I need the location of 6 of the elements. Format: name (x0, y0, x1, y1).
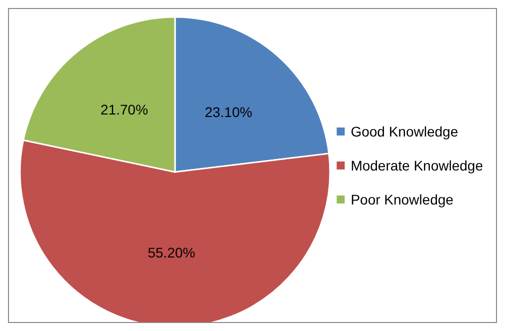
data-label: 55.20% (148, 244, 196, 260)
data-label: 23.10% (204, 104, 252, 120)
legend-label: Good Knowledge (350, 124, 458, 140)
legend-label: Moderate Knowledge (350, 158, 484, 174)
legend-label: Poor Knowledge (350, 192, 454, 208)
data-label: 21.70% (100, 101, 148, 118)
